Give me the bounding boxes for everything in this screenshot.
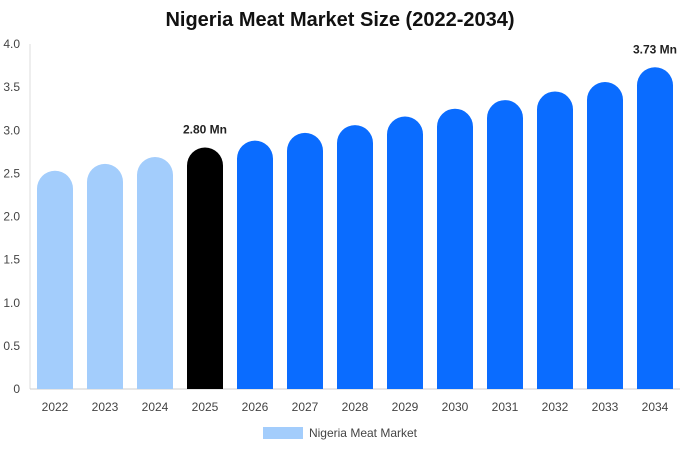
bar-2025[interactable]	[187, 147, 223, 390]
chart-title: Nigeria Meat Market Size (2022-2034)	[165, 9, 515, 31]
y-tick-label: 2.5	[3, 166, 20, 180]
y-axis: 0 0.5 1.0 1.5 2.0 2.5 3.0 3.5 4.0	[3, 37, 31, 396]
bar-2033[interactable]	[587, 81, 623, 389]
bar-2026[interactable]	[237, 140, 273, 389]
x-tick-label: 2025	[192, 400, 219, 414]
bar-2023[interactable]	[87, 163, 123, 389]
x-tick-label: 2030	[442, 400, 469, 414]
x-tick-label: 2026	[242, 400, 269, 414]
data-label-2034: 3.73 Mn	[633, 42, 677, 56]
y-tick-label: 1.0	[3, 296, 20, 310]
legend[interactable]: Nigeria Meat Market	[0, 426, 680, 440]
y-tick-label: 2.0	[3, 210, 20, 224]
data-label-2025: 2.80 Mn	[183, 123, 227, 137]
y-tick-label: 0.5	[3, 339, 20, 353]
x-tick-label: 2024	[142, 400, 169, 414]
x-tick-label: 2028	[342, 400, 369, 414]
x-tick-label: 2031	[492, 400, 519, 414]
legend-swatch	[262, 427, 303, 439]
x-tick-label: 2034	[642, 400, 669, 414]
x-tick-label: 2023	[92, 400, 119, 414]
bar-2027[interactable]	[287, 132, 323, 389]
bars-group	[37, 67, 673, 389]
legend-label: Nigeria Meat Market	[308, 426, 418, 440]
y-tick-label: 3.5	[3, 80, 20, 94]
bar-2022[interactable]	[37, 170, 73, 389]
bar-2031[interactable]	[487, 100, 523, 389]
bar-2030[interactable]	[437, 108, 473, 389]
x-tick-label: 2022	[42, 400, 69, 414]
bar-2032[interactable]	[537, 91, 573, 389]
bar-2029[interactable]	[387, 116, 423, 389]
x-tick-label: 2029	[392, 400, 419, 414]
x-tick-label: 2027	[292, 400, 319, 414]
y-tick-label: 0	[13, 382, 20, 396]
bar-2034[interactable]	[637, 67, 673, 389]
x-tick-label: 2033	[592, 400, 619, 414]
bar-2024[interactable]	[137, 156, 173, 389]
data-labels-group: 2.80 Mn 3.73 Mn	[183, 42, 677, 136]
y-tick-label: 3.0	[3, 123, 20, 137]
y-tick-label: 4.0	[3, 37, 20, 51]
y-tick-label: 1.5	[3, 253, 20, 267]
x-tick-label: 2032	[542, 400, 569, 414]
x-axis: 2022 2023 2024 2025 2026 2027 2028 2029 2030 2031…	[30, 388, 680, 414]
bar-2028[interactable]	[337, 125, 373, 389]
